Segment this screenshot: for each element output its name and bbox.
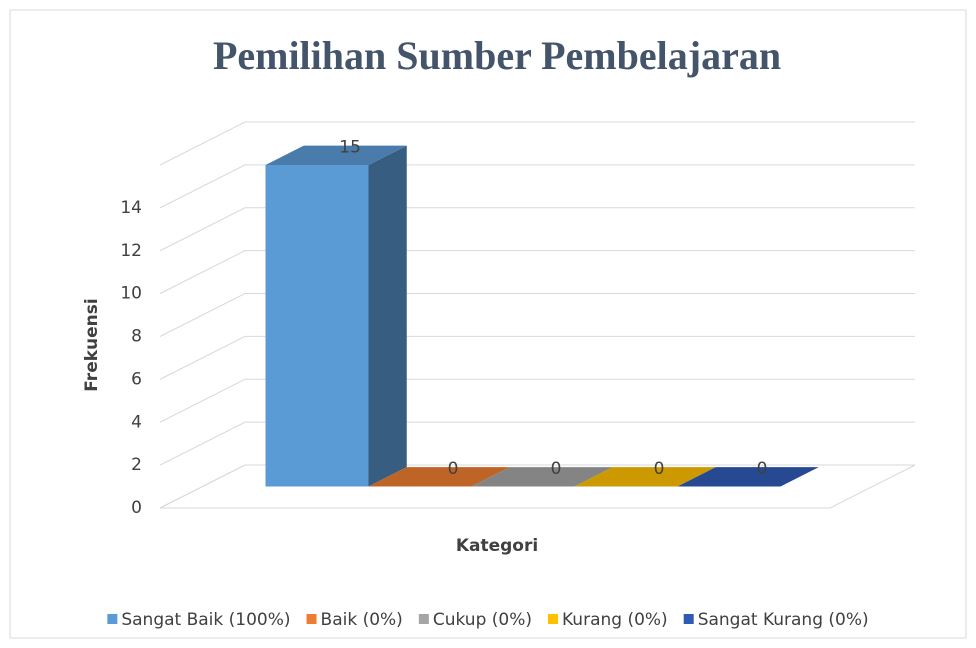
grid-line	[159, 164, 915, 209]
legend-swatch	[418, 614, 429, 624]
grid-line	[159, 293, 915, 337]
grid-line	[159, 378, 915, 423]
bar-front	[265, 164, 369, 487]
legend-label: Sangat Baik (100%)	[121, 610, 290, 630]
y-tick-label: 2	[131, 455, 142, 475]
y-tick-label: 14	[120, 198, 142, 218]
data-label: 0	[448, 459, 459, 479]
grid-line	[159, 335, 915, 380]
chart-title: Pemilihan Sumber Pembelajaran	[213, 33, 781, 78]
grid-line	[159, 421, 915, 466]
y-tick-label: 6	[131, 369, 142, 389]
legend-swatch	[306, 614, 317, 624]
grid-line	[159, 464, 915, 509]
bar-top	[368, 467, 510, 487]
legend-label: Kurang (0%)	[562, 610, 668, 630]
chart-border	[9, 9, 967, 639]
legend-label: Sangat Kurang (0%)	[698, 610, 869, 630]
bar-top	[471, 467, 613, 487]
bar-side	[368, 145, 407, 487]
data-label: 15	[339, 138, 361, 158]
legend-swatch	[107, 614, 118, 624]
grid-line	[159, 250, 915, 295]
y-tick-label: 0	[131, 498, 142, 518]
y-axis-title: Frekuensi	[82, 298, 102, 391]
bar-top	[677, 467, 819, 487]
wall-edge	[159, 121, 915, 166]
grid-line	[159, 207, 915, 252]
data-label: 0	[551, 459, 562, 479]
legend-label: Cukup (0%)	[433, 610, 532, 630]
y-tick-label: 8	[131, 327, 142, 347]
y-tick-label: 4	[131, 412, 142, 432]
legend-label: Baik (0%)	[321, 610, 403, 630]
y-tick-label: 10	[120, 284, 142, 304]
y-tick-label: 12	[120, 241, 142, 261]
legend-swatch	[683, 614, 694, 624]
x-axis-title: Kategori	[456, 536, 538, 556]
bar-top	[265, 145, 407, 165]
data-label: 0	[757, 459, 768, 479]
legend-swatch	[548, 614, 559, 624]
data-label: 0	[654, 459, 665, 479]
bar-top	[574, 467, 716, 487]
